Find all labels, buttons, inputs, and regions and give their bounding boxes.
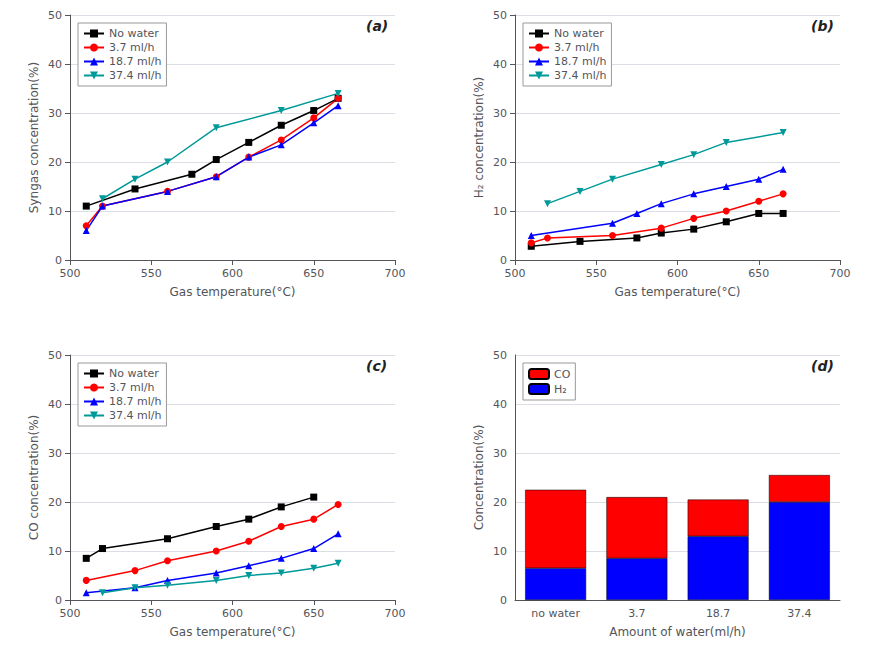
svg-text:37.4 ml/h: 37.4 ml/h [554, 69, 606, 82]
svg-text:20: 20 [493, 496, 507, 509]
svg-text:550: 550 [141, 267, 162, 280]
svg-text:(c): (c) [366, 358, 387, 374]
svg-text:37.4 ml/h: 37.4 ml/h [109, 409, 161, 422]
svg-text:H₂ concentration(%): H₂ concentration(%) [472, 77, 486, 199]
svg-text:700: 700 [385, 267, 406, 280]
svg-text:No water: No water [109, 27, 159, 40]
svg-text:600: 600 [222, 607, 243, 620]
svg-text:20: 20 [493, 156, 507, 169]
svg-text:18.7: 18.7 [706, 607, 731, 620]
svg-text:0: 0 [500, 594, 507, 607]
svg-text:10: 10 [493, 545, 507, 558]
svg-text:Syngas concentration(%): Syngas concentration(%) [27, 62, 41, 213]
svg-text:0: 0 [55, 254, 62, 267]
svg-text:CO: CO [554, 368, 571, 381]
svg-text:50: 50 [48, 349, 62, 362]
svg-text:(d): (d) [811, 358, 834, 374]
svg-text:Gas temperature(°C): Gas temperature(°C) [615, 285, 741, 299]
svg-text:(a): (a) [366, 18, 388, 34]
svg-text:18.7 ml/h: 18.7 ml/h [554, 55, 606, 68]
svg-text:18.7 ml/h: 18.7 ml/h [109, 55, 161, 68]
svg-text:Gas temperature(°C): Gas temperature(°C) [170, 285, 296, 299]
svg-text:CO concentration(%): CO concentration(%) [27, 415, 41, 541]
svg-text:0: 0 [500, 254, 507, 267]
svg-text:50: 50 [493, 9, 507, 22]
svg-text:30: 30 [48, 107, 62, 120]
svg-text:No water: No water [554, 27, 604, 40]
svg-text:700: 700 [830, 267, 851, 280]
svg-text:650: 650 [303, 607, 324, 620]
svg-text:20: 20 [48, 496, 62, 509]
svg-text:Gas temperature(°C): Gas temperature(°C) [170, 625, 296, 639]
svg-text:10: 10 [48, 205, 62, 218]
svg-text:550: 550 [141, 607, 162, 620]
svg-text:30: 30 [493, 107, 507, 120]
svg-text:3.7 ml/h: 3.7 ml/h [109, 41, 154, 54]
svg-text:(b): (b) [811, 18, 834, 34]
svg-text:650: 650 [748, 267, 769, 280]
svg-text:700: 700 [385, 607, 406, 620]
svg-text:40: 40 [493, 58, 507, 71]
svg-text:600: 600 [222, 267, 243, 280]
svg-text:0: 0 [55, 594, 62, 607]
svg-text:40: 40 [48, 58, 62, 71]
svg-text:550: 550 [586, 267, 607, 280]
svg-text:3.7 ml/h: 3.7 ml/h [109, 381, 154, 394]
svg-text:3.7: 3.7 [628, 607, 646, 620]
svg-text:50: 50 [493, 349, 507, 362]
svg-text:650: 650 [303, 267, 324, 280]
svg-text:no water: no water [531, 607, 580, 620]
svg-text:500: 500 [505, 267, 526, 280]
svg-text:500: 500 [60, 607, 81, 620]
svg-text:10: 10 [493, 205, 507, 218]
svg-text:50: 50 [48, 9, 62, 22]
svg-text:18.7 ml/h: 18.7 ml/h [109, 395, 161, 408]
svg-text:30: 30 [48, 447, 62, 460]
svg-text:500: 500 [60, 267, 81, 280]
svg-text:3.7 ml/h: 3.7 ml/h [554, 41, 599, 54]
svg-text:600: 600 [667, 267, 688, 280]
svg-text:No water: No water [109, 367, 159, 380]
svg-text:Amount of water(ml/h): Amount of water(ml/h) [609, 625, 746, 639]
svg-text:30: 30 [493, 447, 507, 460]
svg-text:37.4 ml/h: 37.4 ml/h [109, 69, 161, 82]
svg-text:10: 10 [48, 545, 62, 558]
svg-text:20: 20 [48, 156, 62, 169]
svg-text:40: 40 [48, 398, 62, 411]
svg-text:37.4: 37.4 [787, 607, 812, 620]
svg-text:40: 40 [493, 398, 507, 411]
svg-text:H₂: H₂ [554, 383, 567, 396]
svg-text:Concentration(%): Concentration(%) [472, 425, 486, 531]
